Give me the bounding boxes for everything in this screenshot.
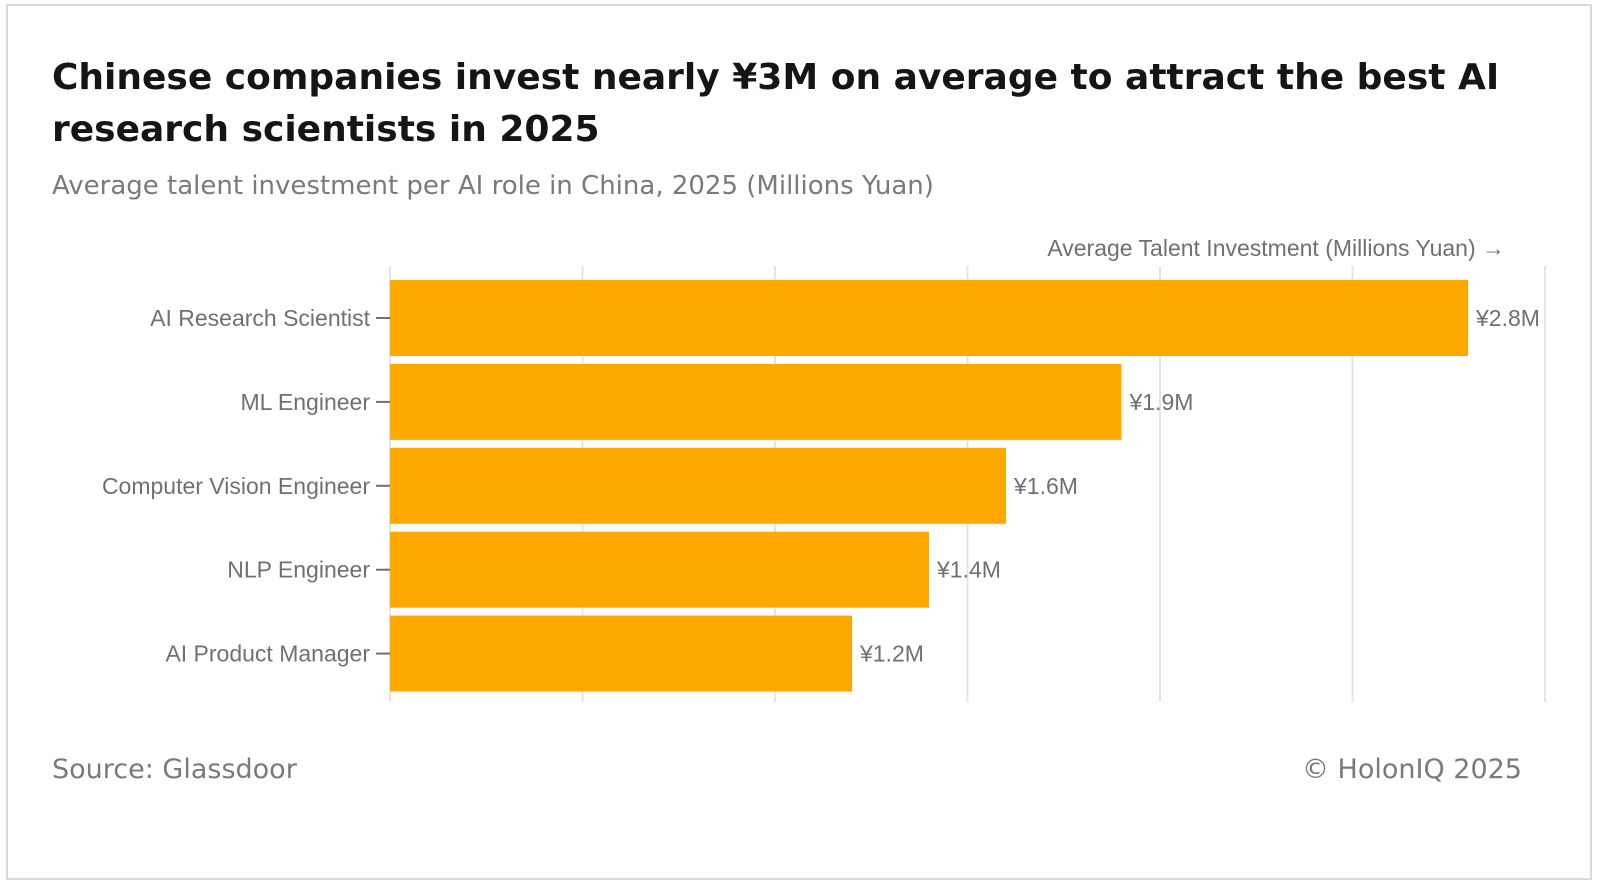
bar [390,280,1468,356]
value-label: ¥1.6M [1013,473,1078,499]
bar [390,531,929,608]
bar [390,615,852,692]
labels: AI Research Scientist ¥2.8M ML Engineer ¥1.… [102,305,1540,667]
value-label: ¥1.9M [1129,389,1194,415]
source-note: Source: Glassdoor [52,754,297,785]
x-axis-title: Average Talent Investment (Millions Yuan… [1047,235,1505,261]
chart-card [6,4,1592,880]
bar [390,447,1006,524]
chart-subtitle: Average talent investment per AI role in… [52,171,934,201]
category-label: AI Research Scientist [150,305,370,331]
bars [390,280,1468,692]
category-label: NLP Engineer [227,557,370,583]
value-label: ¥1.4M [936,557,1001,583]
category-label: ML Engineer [240,389,370,415]
category-label: Computer Vision Engineer [102,473,370,499]
value-label: ¥1.2M [859,641,924,667]
category-label: AI Product Manager [165,641,370,667]
chart-title: Chinese companies invest nearly ¥3M on a… [52,57,1500,150]
bar [390,363,1122,440]
copyright-note: © HolonIQ 2025 [1301,754,1522,785]
value-label: ¥2.8M [1475,305,1540,331]
